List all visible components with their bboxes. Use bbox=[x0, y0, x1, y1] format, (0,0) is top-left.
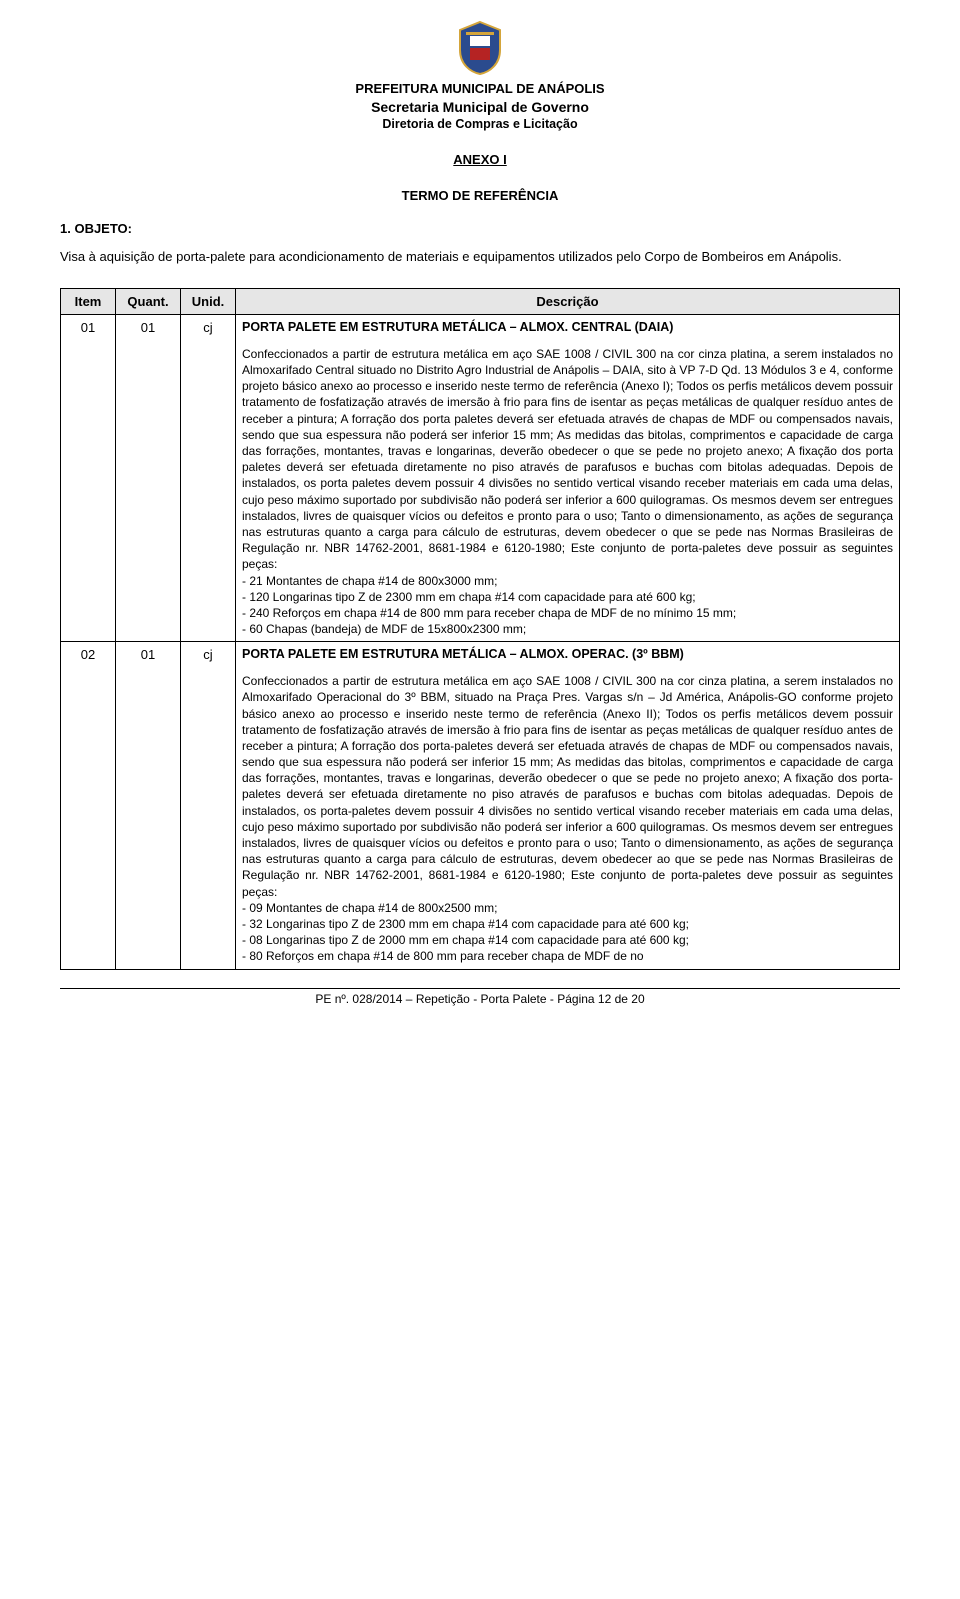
objeto-label: 1. OBJETO: bbox=[60, 220, 900, 238]
letterhead-line2: Secretaria Municipal de Governo bbox=[60, 98, 900, 117]
letterhead-line3: Diretoria de Compras e Licitação bbox=[60, 116, 900, 133]
cell-quant: 01 bbox=[116, 315, 181, 642]
table-row: 02 01 cj PORTA PALETE EM ESTRUTURA METÁL… bbox=[61, 642, 900, 969]
table-row: 01 01 cj PORTA PALETE EM ESTRUTURA METÁL… bbox=[61, 315, 900, 642]
crest-icon bbox=[456, 20, 504, 76]
cell-unid: cj bbox=[181, 642, 236, 969]
spec-table: Item Quant. Unid. Descrição 01 01 cj POR… bbox=[60, 288, 900, 970]
objeto-text: Visa à aquisição de porta-palete para ac… bbox=[60, 248, 900, 266]
cell-quant: 01 bbox=[116, 642, 181, 969]
termo-title: TERMO DE REFERÊNCIA bbox=[60, 187, 900, 205]
cell-desc: PORTA PALETE EM ESTRUTURA METÁLICA – ALM… bbox=[236, 315, 900, 642]
cell-item: 01 bbox=[61, 315, 116, 642]
cell-unid: cj bbox=[181, 315, 236, 642]
th-item: Item bbox=[61, 288, 116, 315]
row-body: Confeccionados a partir de estrutura met… bbox=[242, 346, 893, 637]
row-title: PORTA PALETE EM ESTRUTURA METÁLICA – ALM… bbox=[242, 646, 893, 663]
municipal-crest bbox=[60, 20, 900, 76]
table-header-row: Item Quant. Unid. Descrição bbox=[61, 288, 900, 315]
th-unid: Unid. bbox=[181, 288, 236, 315]
row-body: Confeccionados a partir de estrutura met… bbox=[242, 673, 893, 964]
page-footer: PE nº. 028/2014 – Repetição - Porta Pale… bbox=[60, 988, 900, 1007]
cell-desc: PORTA PALETE EM ESTRUTURA METÁLICA – ALM… bbox=[236, 642, 900, 969]
letterhead-line1: PREFEITURA MUNICIPAL DE ANÁPOLIS bbox=[60, 80, 900, 98]
th-quant: Quant. bbox=[116, 288, 181, 315]
cell-item: 02 bbox=[61, 642, 116, 969]
row-title: PORTA PALETE EM ESTRUTURA METÁLICA – ALM… bbox=[242, 319, 893, 336]
letterhead: PREFEITURA MUNICIPAL DE ANÁPOLIS Secreta… bbox=[60, 80, 900, 133]
anexo-title: ANEXO I bbox=[60, 151, 900, 169]
th-desc: Descrição bbox=[236, 288, 900, 315]
